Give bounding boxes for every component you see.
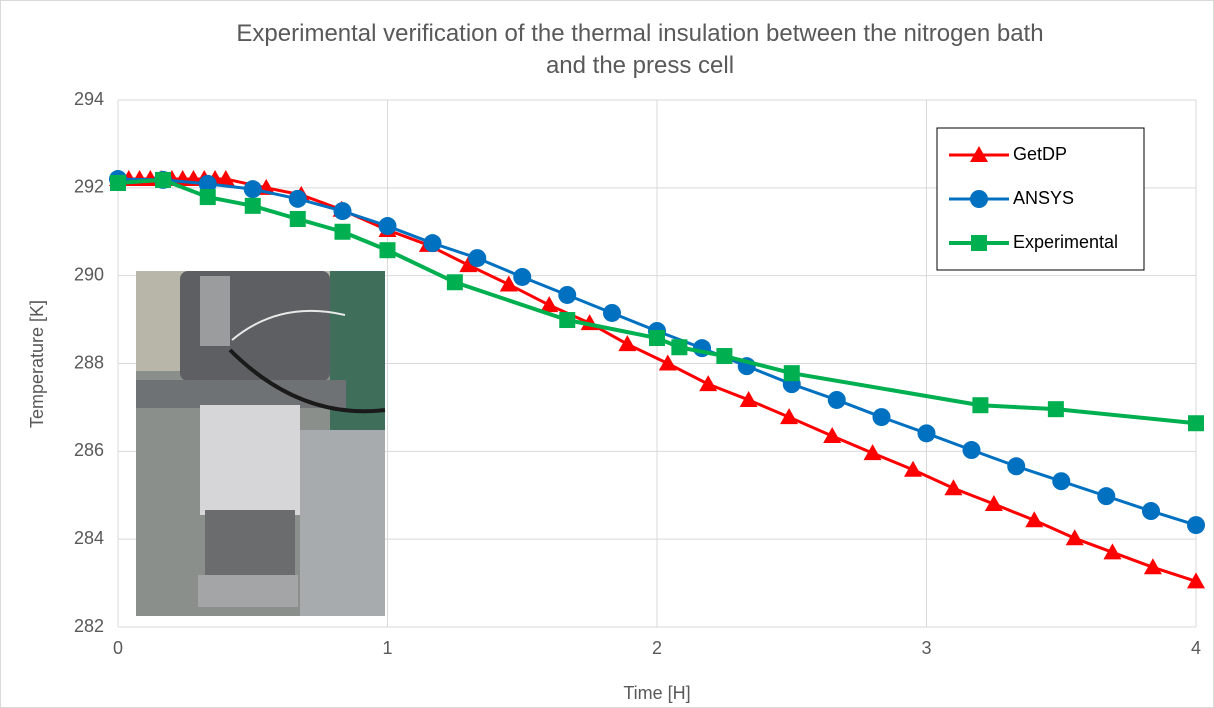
marker bbox=[1103, 543, 1122, 560]
marker bbox=[244, 197, 261, 214]
chart-title: Experimental verification of the thermal… bbox=[236, 20, 1044, 79]
x-tick-label: 3 bbox=[921, 638, 931, 658]
y-tick-label: 282 bbox=[74, 616, 104, 636]
marker bbox=[716, 348, 733, 365]
marker bbox=[1188, 415, 1204, 432]
marker bbox=[970, 146, 988, 162]
marker bbox=[459, 256, 478, 273]
marker bbox=[1187, 572, 1205, 589]
marker bbox=[513, 267, 532, 286]
y-tick-label: 288 bbox=[74, 352, 104, 372]
marker bbox=[863, 444, 882, 461]
grid bbox=[117, 99, 1197, 628]
series bbox=[109, 170, 1205, 589]
photo-wire bbox=[231, 309, 346, 341]
marker bbox=[499, 275, 518, 292]
marker bbox=[1007, 457, 1026, 476]
photo-tray bbox=[300, 430, 385, 616]
marker bbox=[904, 460, 923, 477]
marker bbox=[540, 296, 559, 313]
marker bbox=[671, 339, 688, 356]
marker bbox=[970, 190, 988, 208]
marker bbox=[1025, 511, 1044, 528]
y-axis-label: Temperature [K] bbox=[27, 300, 47, 428]
legend-label: GetDP bbox=[1013, 144, 1067, 164]
marker bbox=[334, 223, 351, 240]
photo-block bbox=[205, 510, 295, 580]
marker bbox=[155, 171, 172, 188]
marker bbox=[972, 397, 989, 414]
legend-label: ANSYS bbox=[1013, 188, 1074, 208]
y-tick-label: 290 bbox=[74, 264, 104, 284]
photo-cable bbox=[228, 348, 386, 414]
marker bbox=[198, 174, 217, 193]
marker bbox=[558, 285, 577, 304]
marker bbox=[618, 335, 637, 352]
marker bbox=[872, 408, 891, 427]
marker bbox=[468, 249, 487, 268]
marker bbox=[423, 234, 442, 253]
series-group bbox=[110, 171, 1204, 432]
marker bbox=[971, 235, 987, 251]
marker bbox=[199, 189, 216, 206]
marker bbox=[379, 242, 396, 259]
y-tick-label: 286 bbox=[74, 440, 104, 460]
y-tick-label: 292 bbox=[74, 177, 104, 197]
marker bbox=[1097, 487, 1116, 506]
marker bbox=[783, 365, 800, 382]
marker bbox=[602, 303, 621, 322]
legend: GetDP ANSYS Experimental bbox=[936, 127, 1145, 271]
photo-label bbox=[200, 276, 230, 346]
x-axis-label: Time [H] bbox=[623, 683, 690, 703]
x-tick-label: 1 bbox=[382, 638, 392, 658]
photo-base bbox=[198, 575, 298, 607]
marker bbox=[243, 180, 262, 199]
series-line bbox=[117, 177, 1197, 426]
marker bbox=[1052, 472, 1071, 491]
marker bbox=[917, 424, 936, 443]
marker bbox=[378, 217, 397, 236]
legend-label: Experimental bbox=[1013, 232, 1118, 252]
y-tick-label: 294 bbox=[74, 89, 104, 109]
marker bbox=[1141, 502, 1160, 521]
marker bbox=[1047, 401, 1064, 418]
photo-shelf bbox=[330, 271, 385, 451]
marker bbox=[216, 170, 235, 187]
marker bbox=[739, 390, 758, 407]
marker bbox=[827, 390, 846, 409]
marker bbox=[962, 441, 981, 460]
marker bbox=[649, 330, 665, 347]
marker bbox=[823, 426, 842, 443]
marker bbox=[110, 175, 126, 192]
y-tick-label: 284 bbox=[74, 528, 104, 548]
marker bbox=[780, 408, 799, 425]
marker bbox=[289, 211, 306, 228]
marker bbox=[984, 495, 1003, 512]
photo-insulation bbox=[200, 405, 300, 515]
marker bbox=[333, 202, 352, 221]
marker bbox=[944, 479, 963, 496]
marker bbox=[1065, 529, 1084, 546]
marker bbox=[658, 354, 677, 371]
x-tick-label: 0 bbox=[113, 638, 123, 658]
marker bbox=[288, 189, 307, 208]
marker bbox=[699, 375, 718, 392]
marker bbox=[1187, 516, 1205, 535]
x-tick-label: 2 bbox=[652, 638, 662, 658]
inset-photo bbox=[136, 271, 386, 616]
marker bbox=[559, 312, 576, 329]
x-tick-label: 4 bbox=[1191, 638, 1201, 658]
marker bbox=[446, 274, 463, 291]
marker bbox=[1143, 558, 1162, 575]
